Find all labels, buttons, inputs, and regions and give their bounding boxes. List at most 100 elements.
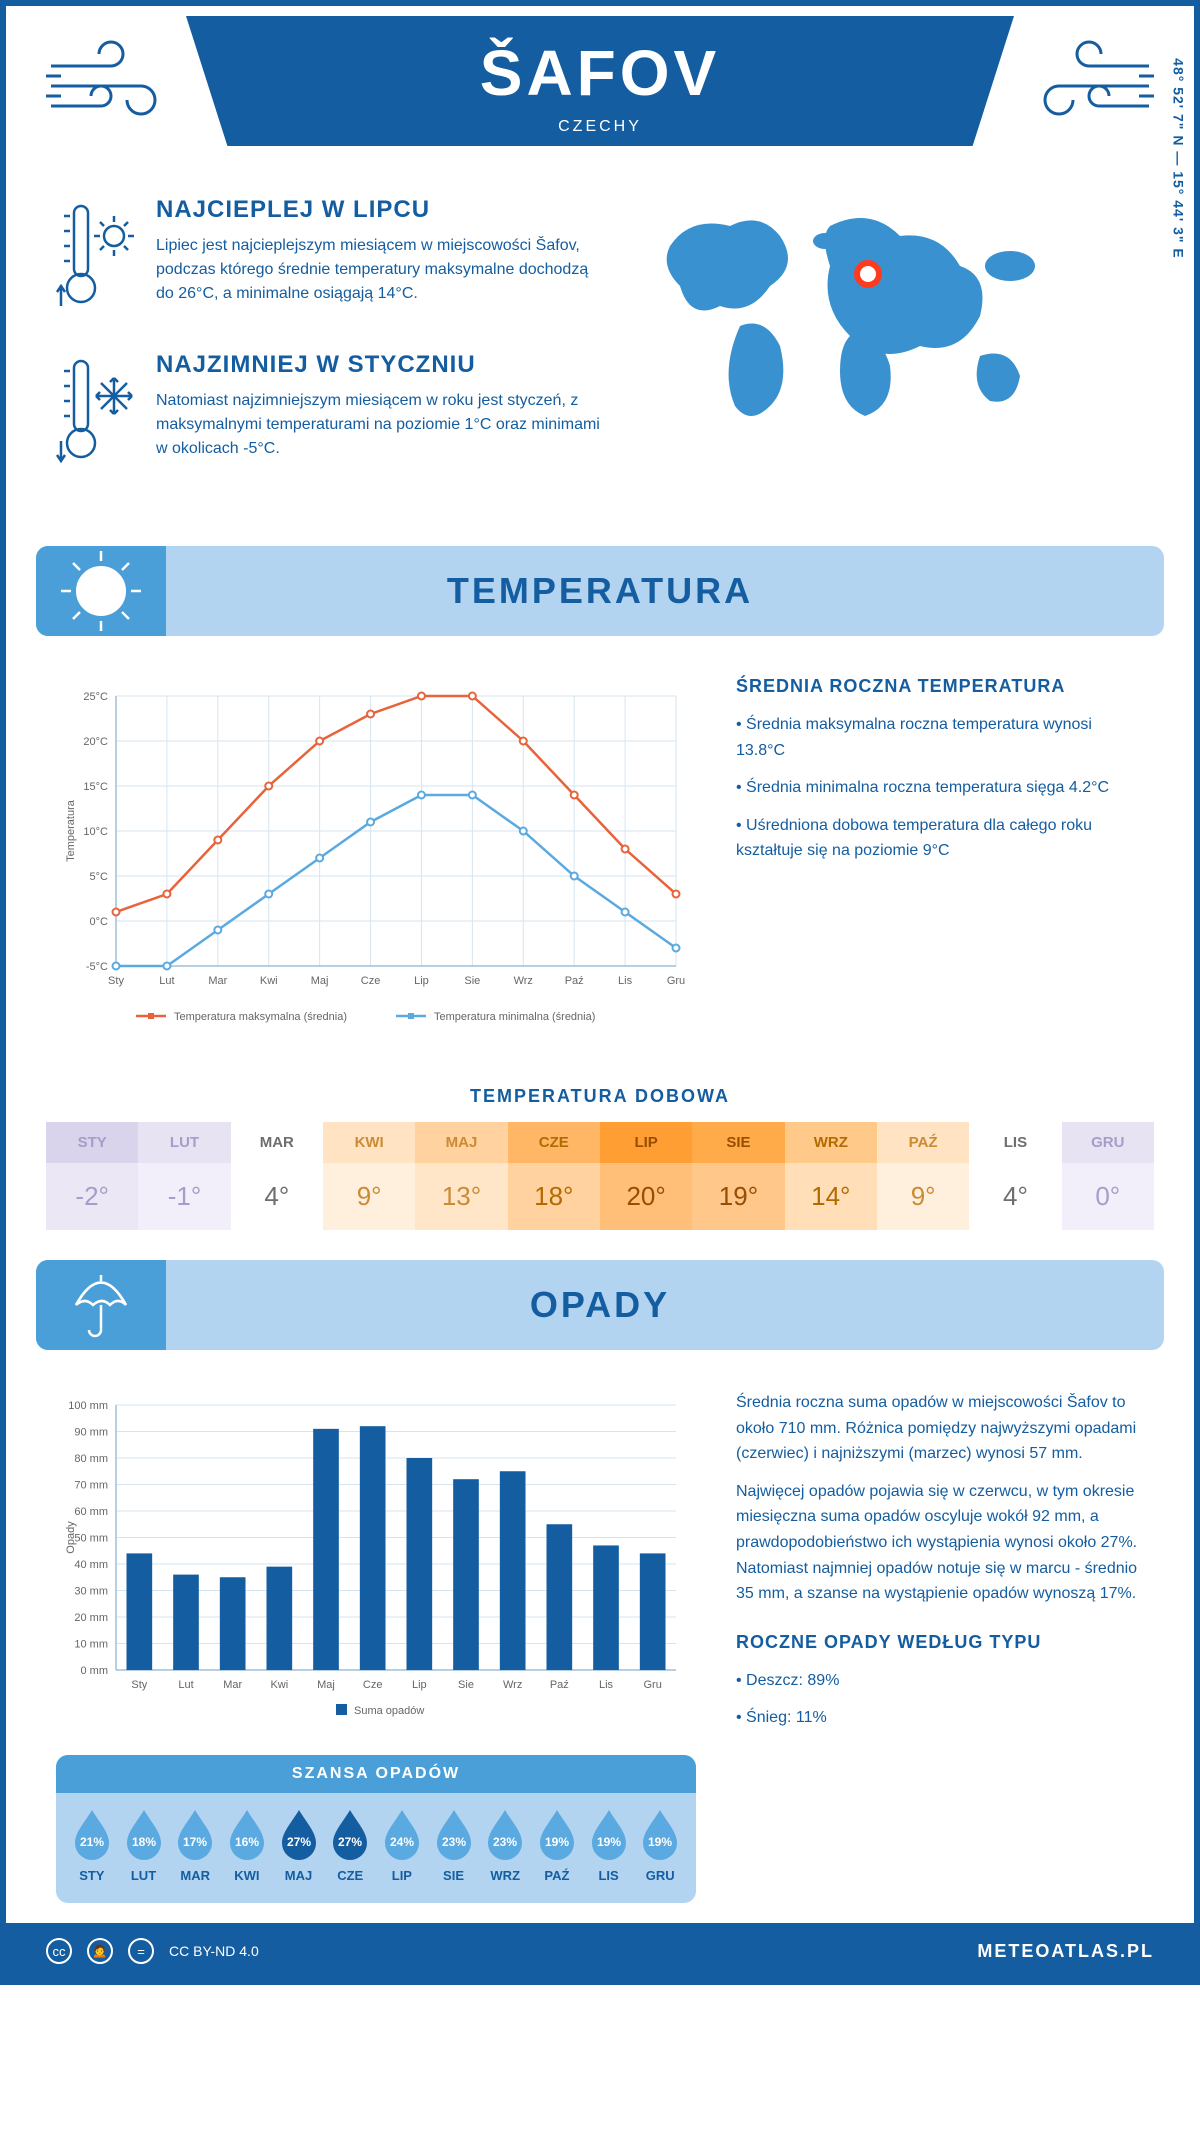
svg-text:0°C: 0°C bbox=[90, 916, 109, 928]
daily-col: PAŹ9° bbox=[877, 1122, 969, 1230]
precipitation-banner: OPADY bbox=[36, 1260, 1164, 1350]
rain-chance-month: MAJ bbox=[273, 1868, 325, 1883]
license-text: CC BY-ND 4.0 bbox=[169, 1943, 259, 1959]
svg-text:Suma opadów: Suma opadów bbox=[354, 1705, 424, 1717]
svg-text:Gru: Gru bbox=[643, 1679, 661, 1691]
daily-month: CZE bbox=[508, 1122, 600, 1163]
hot-fact-title: NAJCIEPLEJ W LIPCU bbox=[156, 196, 610, 224]
daily-col: WRZ14° bbox=[785, 1122, 877, 1230]
raindrop-icon: 24% bbox=[381, 1808, 423, 1860]
precip-info-0: Średnia roczna suma opadów w miejscowośc… bbox=[736, 1390, 1144, 1467]
svg-text:Wrz: Wrz bbox=[503, 1679, 522, 1691]
svg-text:70 mm: 70 mm bbox=[74, 1480, 108, 1492]
svg-text:25°C: 25°C bbox=[83, 691, 108, 703]
daily-value: 4° bbox=[969, 1163, 1061, 1230]
rain-chance-month: WRZ bbox=[479, 1868, 531, 1883]
svg-text:23%: 23% bbox=[442, 1835, 466, 1849]
daily-col: STY-2° bbox=[46, 1122, 138, 1230]
rain-chance-col: 18%LUT bbox=[118, 1808, 170, 1883]
svg-text:Maj: Maj bbox=[317, 1679, 335, 1691]
nd-icon: = bbox=[128, 1938, 154, 1964]
svg-text:Temperatura maksymalna (średni: Temperatura maksymalna (średnia) bbox=[174, 1011, 347, 1023]
daily-col: GRU0° bbox=[1062, 1122, 1154, 1230]
temperature-banner: TEMPERATURA bbox=[36, 546, 1164, 636]
daily-value: 13° bbox=[415, 1163, 507, 1230]
daily-month: MAJ bbox=[415, 1122, 507, 1163]
svg-text:19%: 19% bbox=[597, 1835, 621, 1849]
wind-decoration-right-icon bbox=[1014, 36, 1154, 136]
rain-chance-col: 16% KWI bbox=[221, 1808, 273, 1883]
wind-decoration-left-icon bbox=[46, 36, 186, 136]
daily-month: KWI bbox=[323, 1122, 415, 1163]
svg-text:16%: 16% bbox=[235, 1835, 259, 1849]
raindrop-icon: 23% bbox=[433, 1808, 475, 1860]
svg-text:Sie: Sie bbox=[464, 975, 480, 987]
svg-text:Kwi: Kwi bbox=[270, 1679, 288, 1691]
raindrop-icon: 21% bbox=[71, 1808, 113, 1860]
hot-fact-text: Lipiec jest najcieplejszym miesiącem w m… bbox=[156, 234, 610, 306]
rain-chance-table: SZANSA OPADÓW 21%STY18%LUT17%MAR16%KWI27… bbox=[56, 1755, 696, 1903]
hot-fact: NAJCIEPLEJ W LIPCU Lipiec jest najcieple… bbox=[56, 196, 610, 321]
precip-info-1: Najwięcej opadów pojawia się w czerwcu, … bbox=[736, 1479, 1144, 1607]
country-name: CZECHY bbox=[186, 118, 1014, 136]
rain-chance-month: KWI bbox=[221, 1868, 273, 1883]
daily-value: -1° bbox=[138, 1163, 230, 1230]
raindrop-icon: 19% bbox=[588, 1808, 630, 1860]
raindrop-icon: 19% bbox=[536, 1808, 578, 1860]
svg-text:Kwi: Kwi bbox=[260, 975, 278, 987]
svg-text:Lis: Lis bbox=[599, 1679, 614, 1691]
svg-text:40 mm: 40 mm bbox=[74, 1559, 108, 1571]
rain-chance-col: 23% WRZ bbox=[479, 1808, 531, 1883]
daily-value: 0° bbox=[1062, 1163, 1154, 1230]
precipitation-title: OPADY bbox=[36, 1284, 1164, 1326]
daily-value: 9° bbox=[877, 1163, 969, 1230]
cold-fact-title: NAJZIMNIEJ W STYCZNIU bbox=[156, 351, 610, 379]
svg-text:5°C: 5°C bbox=[90, 871, 109, 883]
raindrop-icon: 16% bbox=[226, 1808, 268, 1860]
infographic-container: ŠAFOV CZECHY bbox=[0, 0, 1200, 1985]
daily-month: LIS bbox=[969, 1122, 1061, 1163]
thermometer-hot-icon bbox=[56, 196, 136, 316]
daily-value: 18° bbox=[508, 1163, 600, 1230]
precipitation-body: 0 mm10 mm20 mm30 mm40 mm50 mm60 mm70 mm8… bbox=[6, 1370, 1194, 1923]
svg-text:Lis: Lis bbox=[618, 975, 633, 987]
daily-value: 19° bbox=[692, 1163, 784, 1230]
title-banner: ŠAFOV CZECHY bbox=[186, 16, 1014, 146]
raindrop-icon: 27% bbox=[278, 1808, 320, 1860]
daily-col: MAR4° bbox=[231, 1122, 323, 1230]
svg-text:Sie: Sie bbox=[458, 1679, 474, 1691]
rain-chance-col: 19%LIS bbox=[583, 1808, 635, 1883]
daily-month: GRU bbox=[1062, 1122, 1154, 1163]
svg-text:15°C: 15°C bbox=[83, 781, 108, 793]
cold-fact: NAJZIMNIEJ W STYCZNIU Natomiast najzimni… bbox=[56, 351, 610, 476]
svg-text:Sty: Sty bbox=[108, 975, 124, 987]
rain-chance-col: 27%CZE bbox=[324, 1808, 376, 1883]
temp-info-1: • Średnia minimalna roczna temperatura s… bbox=[736, 775, 1144, 801]
svg-text:Sty: Sty bbox=[131, 1679, 147, 1691]
svg-text:18%: 18% bbox=[131, 1835, 155, 1849]
precipitation-bar-chart: 0 mm10 mm20 mm30 mm40 mm50 mm60 mm70 mm8… bbox=[56, 1390, 696, 1730]
svg-text:27%: 27% bbox=[287, 1835, 311, 1849]
svg-text:23%: 23% bbox=[493, 1835, 517, 1849]
daily-value: 4° bbox=[231, 1163, 323, 1230]
daily-col: MAJ13° bbox=[415, 1122, 507, 1230]
rain-chance-month: PAŹ bbox=[531, 1868, 583, 1883]
world-map-icon bbox=[640, 196, 1080, 456]
svg-text:19%: 19% bbox=[648, 1835, 672, 1849]
daily-month: MAR bbox=[231, 1122, 323, 1163]
precip-type-1: • Śnieg: 11% bbox=[736, 1705, 1144, 1731]
rain-chance-month: LIP bbox=[376, 1868, 428, 1883]
rain-chance-col: 19% PAŹ bbox=[531, 1808, 583, 1883]
svg-text:50 mm: 50 mm bbox=[74, 1533, 108, 1545]
daily-temp-table: STY-2°LUT-1°MAR4°KWI9°MAJ13°CZE18°LIP20°… bbox=[46, 1122, 1154, 1230]
svg-text:Maj: Maj bbox=[311, 975, 329, 987]
header-area: ŠAFOV CZECHY bbox=[6, 6, 1194, 166]
svg-text:Paź: Paź bbox=[565, 975, 584, 987]
site-name: METEOATLAS.PL bbox=[977, 1941, 1154, 1962]
precip-type-0: • Deszcz: 89% bbox=[736, 1668, 1144, 1694]
cc-icon: cc bbox=[46, 1938, 72, 1964]
raindrop-icon: 18% bbox=[123, 1808, 165, 1860]
svg-text:80 mm: 80 mm bbox=[74, 1453, 108, 1465]
rain-chance-month: GRU bbox=[634, 1868, 686, 1883]
svg-text:90 mm: 90 mm bbox=[74, 1427, 108, 1439]
